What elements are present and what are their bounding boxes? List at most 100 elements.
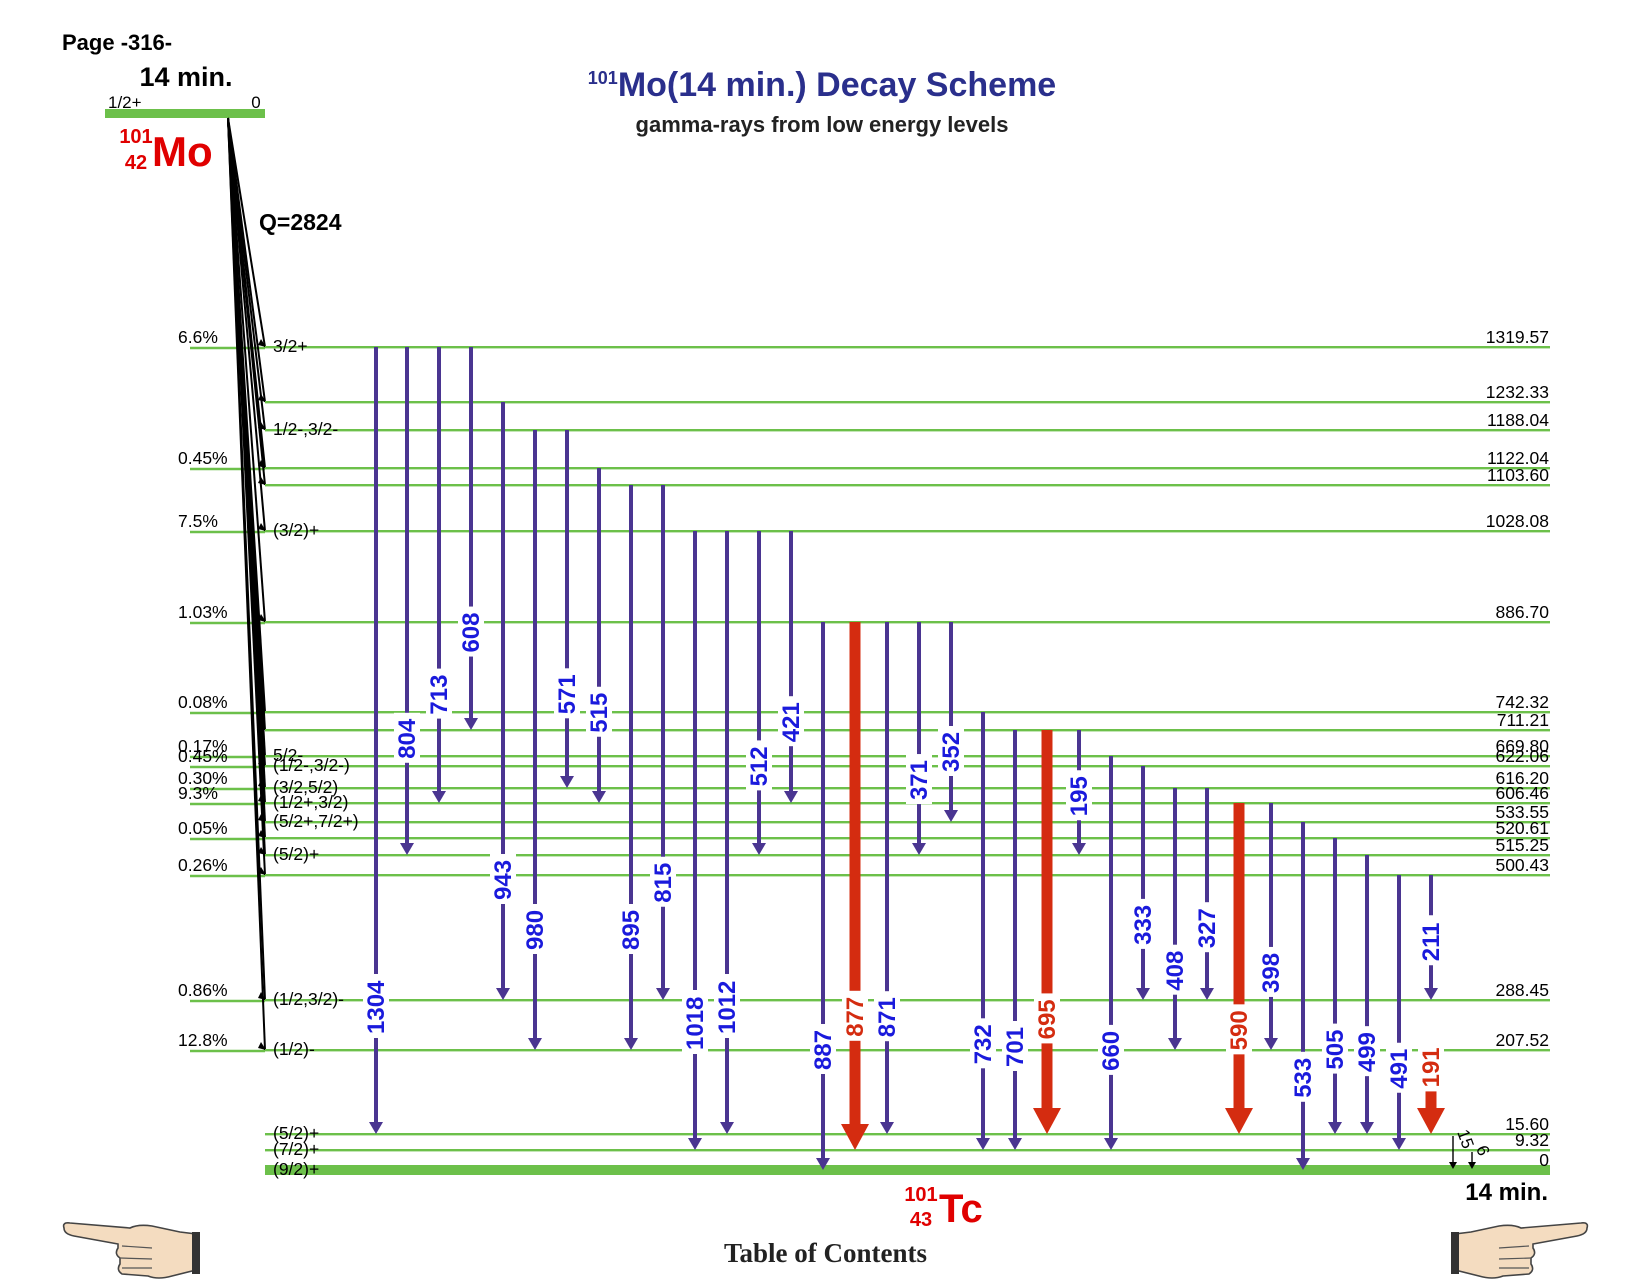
q-value: Q=2824 <box>259 209 342 235</box>
gamma-arrow-shaft <box>469 347 473 718</box>
beta-intensity-label: 0.45% <box>178 746 228 766</box>
gamma-arrow-shaft <box>405 347 409 843</box>
gamma-label-background <box>426 668 452 719</box>
gamma-energy-label: 327 <box>1194 908 1221 948</box>
level-line <box>265 711 1550 714</box>
parent-atomic-number: 42 <box>125 152 147 174</box>
gamma-arrow-shaft <box>1173 788 1177 1038</box>
beta-intensity-label: 0.08% <box>178 692 228 712</box>
gamma-energy-label: 887 <box>810 1030 837 1070</box>
daughter-halflife: 14 min. <box>1465 1179 1548 1206</box>
daughter-nuclide-symbol: 101 43 Tc <box>904 1184 982 1231</box>
gamma-label-background <box>650 856 676 907</box>
beta-feed-arrowhead <box>258 339 266 347</box>
level-energy-label: 886.70 <box>1495 602 1549 622</box>
gamma-arrow-shaft <box>789 531 793 791</box>
gamma-arrowhead <box>1168 1038 1182 1050</box>
gamma-arrow-shaft <box>629 485 633 1038</box>
pointing-hand-right-icon[interactable] <box>1451 1218 1591 1282</box>
gamma-energy-label: 701 <box>1002 1027 1029 1067</box>
gamma-arrowhead <box>944 810 958 822</box>
gamma-label-background <box>1258 946 1284 997</box>
gamma-arrowhead <box>688 1138 702 1150</box>
gamma-arrowhead <box>464 718 478 730</box>
level-energy-label: 616.20 <box>1495 768 1549 788</box>
gamma-label-background <box>746 740 772 791</box>
gamma-arrowhead <box>1468 1162 1476 1169</box>
gamma-energy-label: 371 <box>906 760 933 800</box>
gamma-energy-label: 421 <box>778 702 805 742</box>
gamma-arrowhead <box>496 988 510 1000</box>
gamma-label-background <box>1034 993 1060 1044</box>
gamma-arrowhead <box>1449 1162 1457 1169</box>
table-of-contents-link[interactable]: Table of Contents <box>723 1238 928 1268</box>
gamma-arrow-shaft <box>1365 855 1369 1122</box>
gamma-label-background <box>906 754 932 805</box>
daughter-atomic-number: 43 <box>910 1209 932 1231</box>
gamma-label-background <box>1322 1023 1348 1074</box>
gamma-arrow-shaft <box>1233 803 1245 1108</box>
beta-intensity-label: 6.6% <box>178 327 218 347</box>
gamma-energy-label: 571 <box>554 674 581 714</box>
beta-decay-branches: 6.6%0.45%7.5%1.03%0.08%0.17%0.45%0.30%9.… <box>178 117 266 1053</box>
gamma-arrowhead <box>1104 1138 1118 1150</box>
gamma-arrow-shaft <box>757 531 761 843</box>
gamma-energy-label: 695 <box>1034 999 1061 1039</box>
level-spin-label: 3/2+ <box>273 336 308 356</box>
level-energy-label: 1028.08 <box>1486 511 1549 531</box>
level-spin-label: (3/2,5/2) <box>273 777 338 797</box>
gamma-energy-label: 211 <box>1418 923 1445 962</box>
beta-intensity-label: 0.30% <box>178 768 228 788</box>
level-line <box>265 999 1550 1002</box>
gamma-energy-label: 499 <box>1354 1032 1381 1072</box>
gamma-arrowhead <box>880 1122 894 1134</box>
gamma-energy-label: 608 <box>458 613 485 653</box>
gamma-energy-label: 1012 <box>714 981 741 1034</box>
gamma-label-background <box>1386 1042 1412 1093</box>
parent-spin: 1/2+ <box>108 93 142 112</box>
level-spin-label: (5/2+,7/2+) <box>273 811 359 831</box>
beta-feed-line <box>227 117 266 532</box>
gamma-arrowhead <box>1392 1138 1406 1150</box>
gamma-label-background <box>1354 1026 1380 1077</box>
gamma-energy-label: 191 <box>1418 1047 1445 1087</box>
gamma-arrowhead <box>624 1038 638 1050</box>
gamma-arrow-shaft <box>885 622 889 1122</box>
gamma-energy-label: 877 <box>842 997 869 1037</box>
gamma-energy-label: 943 <box>490 860 517 900</box>
gamma-arrowhead <box>841 1124 869 1150</box>
gamma-energy-label: 333 <box>1130 905 1157 945</box>
gamma-arrow-shaft <box>821 622 825 1158</box>
gamma-arrowhead <box>1417 1108 1445 1134</box>
gamma-label-background <box>1418 1041 1444 1092</box>
gamma-arrow-shaft <box>693 531 697 1138</box>
level-spin-label: (1/2)- <box>273 1039 315 1059</box>
beta-intensity-label: 7.5% <box>178 511 218 531</box>
level-spin-label: (1/2+,3/2) <box>273 792 348 812</box>
level-energy-label: 669.80 <box>1495 736 1549 756</box>
level-energy-label: 711.21 <box>1497 710 1549 730</box>
parent-level-line <box>105 109 265 118</box>
gamma-arrowhead <box>752 843 766 855</box>
level-energy-label: 15.60 <box>1505 1114 1549 1134</box>
level-spin-label: 1/2-,3/2- <box>273 419 338 439</box>
beta-intensity-label: 12.8% <box>178 1030 228 1050</box>
gamma-arrow-shaft <box>661 485 665 988</box>
gamma-energy-label: 515 <box>586 693 613 733</box>
gamma-label-background <box>1066 770 1092 821</box>
gamma-label-background <box>810 1024 836 1074</box>
daughter-mass-number: 101 <box>904 1184 937 1206</box>
gamma-energy-label: 815 <box>650 863 677 903</box>
diagram-title: 101Mo(14 min.) Decay Scheme <box>588 66 1056 104</box>
level-line <box>265 1133 1550 1136</box>
beta-feed-arrowhead <box>258 523 266 531</box>
gamma-arrowhead <box>1296 1158 1310 1170</box>
gamma-label-background <box>874 991 900 1042</box>
level-spin-label: 5/2- <box>273 745 303 765</box>
gamma-arrowhead <box>1072 843 1086 855</box>
gamma-arrow-shaft <box>1301 822 1305 1158</box>
gamma-arrow-shaft <box>1397 875 1401 1138</box>
gamma-label-background <box>1130 898 1156 949</box>
diagram-subtitle: gamma-rays from low energy levels <box>636 112 1009 137</box>
